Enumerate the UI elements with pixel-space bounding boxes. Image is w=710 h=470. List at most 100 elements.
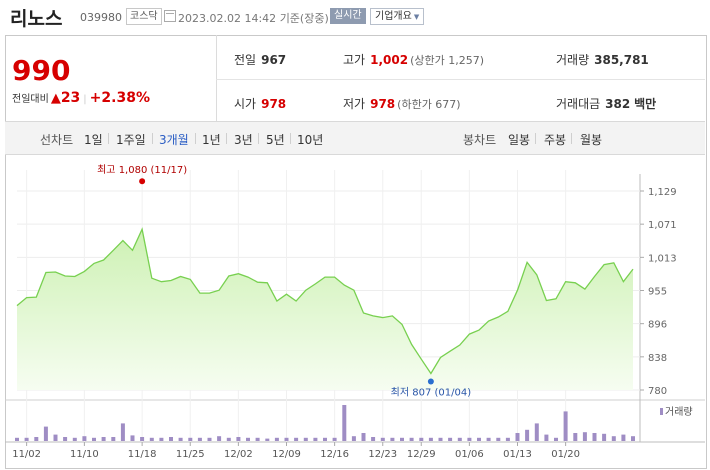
divider [535, 133, 536, 144]
volume-bar [554, 437, 558, 441]
volume-bar [534, 423, 539, 441]
volume-bar [525, 429, 530, 441]
price-area [17, 229, 633, 390]
period-3y[interactable]: 3년 [234, 133, 253, 147]
divider [226, 133, 227, 144]
lower-limit: (하한가 677) [397, 98, 461, 111]
volume-bar [361, 433, 366, 441]
stock-header: 리노스 039980 코스닥 2023.02.02 14:42 기준(장중) 실… [0, 0, 710, 34]
volume-bar [101, 437, 106, 441]
calendar-icon [164, 10, 176, 22]
low-value: 978 [370, 97, 396, 111]
volume-bar [515, 433, 520, 441]
company-overview-dropdown[interactable]: 기업개요 ▼ [370, 8, 425, 25]
upper-limit: (상한가 1,257) [410, 54, 484, 67]
volume-bar [457, 437, 462, 441]
low-label: 저가 [343, 97, 366, 111]
volume-legend-swatch [660, 408, 663, 415]
realtime-badge[interactable]: 실시간 [330, 8, 366, 24]
period-5y[interactable]: 5년 [266, 133, 285, 147]
period-10y[interactable]: 10년 [297, 133, 324, 147]
line-chart-label: 선차트 [40, 133, 74, 147]
volume-bar [111, 437, 116, 441]
volume: 거래량 385,781 [556, 51, 649, 68]
high-marker-label: 최고 1,080 (11/17) [97, 164, 187, 176]
x-tick-label: 12/29 [407, 449, 436, 460]
y-tick-label: 955 [648, 287, 667, 298]
volume-label: 거래량 [556, 53, 590, 67]
change-value: 23 [60, 90, 81, 106]
volume-bar [409, 437, 414, 441]
amount-value: 382 [605, 97, 631, 111]
volume-bar [371, 437, 376, 441]
low-marker [427, 378, 434, 385]
volume-bar [130, 435, 135, 441]
volume-bar [380, 437, 385, 441]
x-tick-label: 01/06 [455, 449, 484, 460]
volume-bar [236, 437, 241, 441]
x-tick-label: 01/20 [551, 449, 580, 460]
period-1w[interactable]: 1주일 [116, 133, 146, 147]
x-tick-label: 12/09 [272, 449, 301, 460]
volume-bar [246, 437, 250, 441]
volume-bar [390, 437, 395, 441]
volume-bar [82, 436, 87, 441]
trade-amount: 거래대금 382 백만 [556, 95, 656, 112]
candle-weekly[interactable]: 주봉 [544, 133, 567, 147]
change-label: 전일대비 [12, 94, 49, 105]
divider [571, 133, 572, 144]
high-value: 1,002 [370, 53, 409, 67]
volume-bar [169, 437, 173, 441]
volume-bar [342, 405, 347, 441]
chevron-down-icon: ▼ [413, 13, 420, 21]
volume-bar [34, 437, 39, 441]
high-marker [139, 178, 146, 185]
period-1d[interactable]: 1일 [84, 133, 103, 147]
volume-bar [63, 437, 68, 441]
period-1y[interactable]: 1년 [202, 133, 221, 147]
volume-bar [323, 437, 327, 441]
volume-bar [24, 437, 29, 441]
volume-bar [611, 436, 616, 441]
company-overview-label: 기업개요 [375, 11, 412, 22]
x-tick-label: 01/13 [503, 449, 532, 460]
stock-code: 039980 [80, 11, 122, 24]
volume-bar [592, 433, 597, 441]
open-price: 시가 978 [234, 95, 286, 112]
volume-bar [621, 434, 626, 441]
price-change: 전일대비 ▲23 | +2.38% [12, 90, 150, 106]
volume-bar [486, 437, 491, 441]
volume-bar [332, 437, 337, 441]
x-tick-label: 12/23 [368, 449, 397, 460]
volume-bar [188, 437, 193, 441]
y-tick-label: 896 [648, 320, 667, 331]
volume-bar [284, 437, 289, 441]
change-percent: +2.38% [89, 90, 150, 106]
market-badge: 코스닥 [126, 8, 162, 25]
divider [290, 133, 291, 144]
divider [258, 133, 259, 144]
volume-bar [582, 432, 587, 441]
high-price: 고가 1,002 (상한가 1,257) [343, 51, 484, 68]
quote-datetime: 2023.02.02 14:42 기준(장중) [178, 10, 329, 26]
amount-label: 거래대금 [556, 97, 601, 111]
volume-bar [149, 437, 154, 441]
volume-bar [120, 423, 125, 441]
x-tick-label: 11/02 [12, 449, 41, 460]
divider [195, 133, 196, 144]
volume-bar [303, 437, 308, 441]
volume-bar [226, 437, 231, 441]
current-price: 990 [12, 54, 71, 87]
candle-monthly[interactable]: 월봉 [580, 133, 603, 147]
prev-close-value: 967 [261, 53, 287, 67]
y-tick-label: 780 [648, 386, 667, 397]
divider [108, 133, 109, 144]
divider [152, 133, 153, 144]
period-3m[interactable]: 3개월 [159, 133, 189, 147]
volume-bar [400, 437, 404, 441]
quote-date: 2023.02.02 14:42 [178, 12, 277, 25]
candle-daily[interactable]: 일봉 [508, 133, 531, 147]
x-tick-label: 11/25 [176, 449, 205, 460]
volume-bar [448, 437, 453, 441]
divider [216, 35, 217, 121]
